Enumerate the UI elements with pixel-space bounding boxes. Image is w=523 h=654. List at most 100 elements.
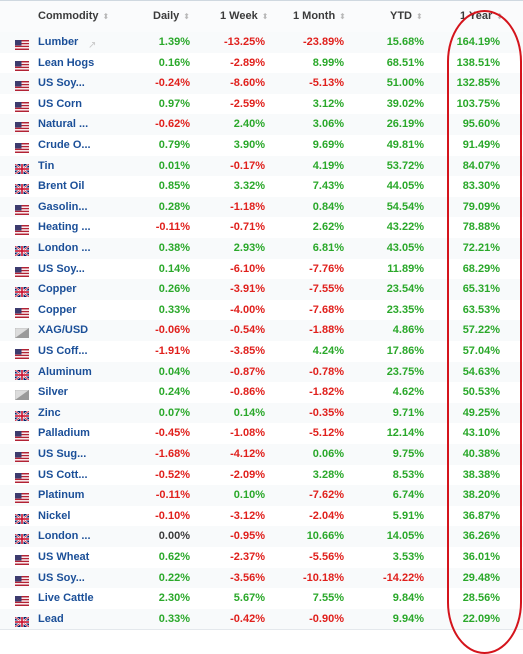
change-year: 49.25%: [462, 406, 500, 419]
sort-icon: ⬍: [183, 12, 190, 21]
table-row[interactable]: London ... 0.38% 2.93% 6.81% 43.05% 72.21%: [0, 238, 523, 260]
change-daily: -1.68%: [155, 448, 190, 460]
table-row[interactable]: US Sug... -1.68% -4.12% 0.06% 9.75% 40.38%: [0, 444, 523, 466]
commodity-name-link[interactable]: Nickel: [38, 509, 71, 522]
change-month: -7.55%: [309, 283, 344, 296]
table-row[interactable]: XAG/USD -0.06% -0.54% -1.88% 4.86% 57.22%: [0, 320, 523, 342]
change-ytd: 12.14%: [386, 427, 424, 440]
change-week: -4.00%: [230, 303, 265, 316]
table-row[interactable]: Live Cattle 2.30% 5.67% 7.55% 9.84% 28.56%: [0, 588, 523, 610]
commodity-name-link[interactable]: Palladium: [38, 427, 90, 440]
table-row[interactable]: US Corn 0.97% -2.59% 3.12% 39.02% 103.75%: [0, 93, 523, 116]
commodity-name-link[interactable]: US Sug...: [38, 448, 87, 460]
commodity-name-link[interactable]: Copper: [38, 303, 77, 316]
change-month: 8.99%: [312, 56, 344, 69]
commodity-name-link[interactable]: Lumber: [38, 36, 79, 48]
change-year: 164.19%: [456, 36, 500, 48]
table-row[interactable]: Gasolin... 0.28% -1.18% 0.84% 54.54% 79.09%: [0, 196, 523, 219]
table-row[interactable]: US Coff... -1.91% -3.85% 4.24% 17.86% 57.04%: [0, 341, 523, 363]
table-row[interactable]: US Soy... 0.14% -6.10% -7.76% 11.89% 68.29%: [0, 258, 523, 281]
change-month: -5.13%: [309, 77, 344, 90]
us-flag-icon: [15, 37, 29, 50]
table-row[interactable]: Nickel -0.10% -3.12% -2.04% 5.91% 36.87%: [0, 505, 523, 528]
column-label: Daily: [153, 10, 180, 22]
commodity-name-link[interactable]: Brent Oil: [38, 180, 85, 193]
change-daily: -0.62%: [155, 118, 190, 131]
change-daily: 0.62%: [158, 551, 190, 563]
us-flag-icon: [15, 78, 29, 92]
us-flag-icon: [15, 305, 29, 318]
table-row[interactable]: US Soy... 0.22% -3.56% -10.18% -14.22% 29.48%: [0, 567, 523, 590]
commodity-name-link[interactable]: Gasolin...: [38, 200, 88, 213]
change-ytd: 4.62%: [392, 386, 424, 399]
change-ytd: 43.22%: [386, 221, 424, 234]
table-row[interactable]: Palladium -0.45% -1.08% -5.12% 12.14% 43.10%: [0, 423, 523, 445]
table-row[interactable]: Lead 0.33% -0.42% -0.90% 9.94% 22.09%: [0, 608, 523, 631]
change-month: -10.18%: [303, 571, 344, 584]
table-row[interactable]: Brent Oil 0.85% 3.32% 7.43% 44.05% 83.30%: [0, 176, 523, 198]
us-flag-icon: [15, 222, 29, 236]
commodity-name-link[interactable]: US Soy...: [38, 77, 85, 90]
table-row[interactable]: Crude O... 0.79% 3.90% 9.69% 49.81% 91.49%: [0, 135, 523, 157]
table-row[interactable]: Tin 0.01% -0.17% 4.19% 53.72% 84.07%: [0, 155, 523, 178]
table-row[interactable]: US Cott... -0.52% -2.09% 3.28% 8.53% 38.38%: [0, 464, 523, 487]
commodity-name-link[interactable]: US Wheat: [38, 551, 90, 563]
table-row[interactable]: London ... 0.00% -0.95% 10.66% 14.05% 36.26%: [0, 526, 523, 548]
table-row[interactable]: Platinum -0.11% 0.10% -7.62% 6.74% 38.20%: [0, 485, 523, 507]
column-header-commodity[interactable]: Commodity ⬍: [38, 1, 109, 32]
table-row[interactable]: Zinc 0.07% 0.14% -0.35% 9.71% 49.25%: [0, 402, 523, 425]
commodity-name-link[interactable]: Platinum: [38, 489, 85, 502]
commodity-name-link[interactable]: London ...: [38, 530, 91, 543]
us-flag-icon: [15, 490, 29, 504]
change-ytd: -14.22%: [383, 571, 424, 584]
commodity-name-link[interactable]: Silver: [38, 386, 68, 399]
change-year: 95.60%: [462, 118, 500, 131]
table-row[interactable]: US Soy... -0.24% -8.60% -5.13% 51.00% 132.85%: [0, 73, 523, 95]
table-row[interactable]: US Wheat 0.62% -2.37% -5.56% 3.53% 36.01%: [0, 547, 523, 569]
commodity-name-link[interactable]: Natural ...: [38, 118, 89, 131]
column-header-week[interactable]: 1 Week ⬍: [220, 1, 268, 32]
commodity-name-link[interactable]: US Cott...: [38, 468, 88, 481]
commodity-name-link[interactable]: Crude O...: [38, 139, 91, 151]
commodity-name-link[interactable]: Live Cattle: [38, 592, 94, 605]
commodity-name-link[interactable]: Aluminum: [38, 365, 92, 378]
commodity-name-link[interactable]: US Soy...: [38, 262, 85, 275]
commodity-name-link[interactable]: US Corn: [38, 97, 82, 110]
commodity-name-link[interactable]: US Coff...: [38, 345, 88, 357]
table-row[interactable]: Natural ... -0.62% 2.40% 3.06% 26.19% 95.60%: [0, 114, 523, 136]
change-daily: 0.33%: [158, 303, 190, 316]
table-row[interactable]: Heating ... -0.11% -0.71% 2.62% 43.22% 78.88%: [0, 217, 523, 239]
commodity-name-link[interactable]: Heating ...: [38, 221, 91, 234]
table-row[interactable]: Lumber 1.39% -13.25% -23.89% 15.68% 164.19% ↗: [0, 32, 523, 54]
chart-hover-icon[interactable]: ↗: [88, 40, 97, 51]
commodity-name-link[interactable]: Zinc: [38, 406, 61, 419]
column-label: 1 Year: [460, 10, 493, 22]
change-month: 0.84%: [312, 200, 344, 213]
column-header-ytd[interactable]: YTD ⬍: [390, 1, 423, 32]
change-daily: 2.30%: [158, 592, 190, 605]
commodity-name-link[interactable]: Lean Hogs: [38, 56, 95, 69]
commodity-name-link[interactable]: Copper: [38, 283, 77, 296]
commodity-name-link[interactable]: Tin: [38, 159, 55, 172]
change-daily: -0.11%: [155, 221, 190, 234]
commodity-name-link[interactable]: US Soy...: [38, 571, 85, 584]
table-row[interactable]: Silver 0.24% -0.86% -1.82% 4.62% 50.53%: [0, 382, 523, 404]
change-ytd: 15.68%: [386, 36, 424, 48]
column-label: 1 Month: [293, 10, 336, 22]
commodity-name-link[interactable]: Lead: [38, 612, 64, 625]
table-row[interactable]: Copper 0.26% -3.91% -7.55% 23.54% 65.31%: [0, 279, 523, 301]
us-flag-icon: [15, 470, 29, 483]
change-daily: 0.26%: [158, 283, 190, 296]
table-row[interactable]: Copper 0.33% -4.00% -7.68% 23.35% 63.53%: [0, 299, 523, 322]
table-row[interactable]: Aluminum 0.04% -0.87% -0.78% 23.75% 54.63%: [0, 361, 523, 384]
commodity-name-link[interactable]: London ...: [38, 242, 91, 254]
change-year: 36.87%: [462, 509, 500, 522]
change-ytd: 9.75%: [392, 448, 424, 460]
sort-icon: ⬍: [339, 12, 346, 21]
column-header-daily[interactable]: Daily ⬍: [153, 1, 190, 32]
commodity-name-link[interactable]: XAG/USD: [38, 324, 89, 337]
change-year: 22.09%: [462, 612, 500, 625]
table-row[interactable]: Lean Hogs 0.16% -2.89% 8.99% 68.51% 138.51%: [0, 52, 523, 75]
column-header-month[interactable]: 1 Month ⬍: [293, 1, 346, 32]
column-header-year[interactable]: 1 Year ⬍: [460, 1, 503, 32]
